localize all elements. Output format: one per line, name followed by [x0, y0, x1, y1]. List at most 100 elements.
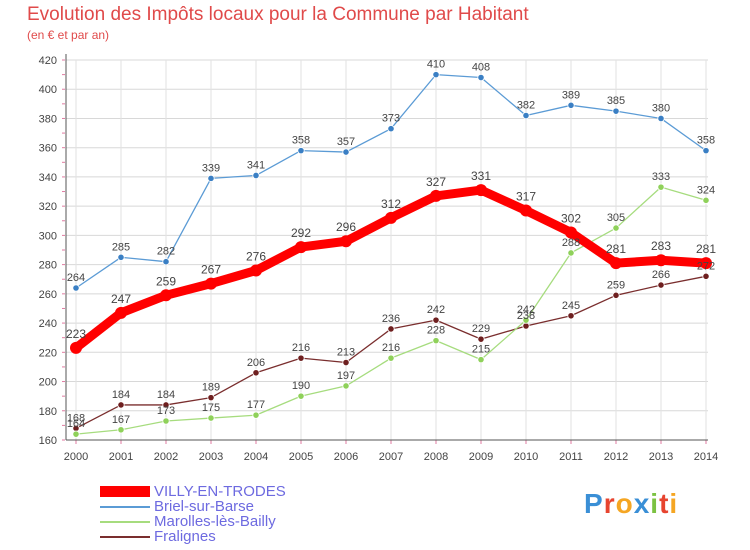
data-label-1: 382: [517, 100, 535, 112]
data-point-2: [522, 316, 530, 324]
data-label-2: 173: [157, 405, 175, 417]
data-label-3: 216: [292, 342, 310, 354]
data-point-3: [567, 312, 575, 320]
data-label-1: 282: [157, 246, 175, 258]
data-point-0: [430, 189, 442, 202]
data-point-2: [342, 382, 350, 390]
data-point-3: [342, 358, 350, 367]
data-point-1: [117, 253, 125, 261]
data-point-2: [387, 354, 395, 362]
data-label-0: 281: [696, 242, 716, 256]
data-point-0: [205, 277, 217, 290]
data-label-3: 189: [202, 382, 220, 394]
legend-item-fralignes: Fralignes: [100, 529, 286, 544]
data-point-0: [655, 254, 667, 267]
data-point-2: [612, 224, 620, 232]
data-label-0: 327: [426, 175, 446, 189]
data-point-1: [207, 174, 215, 182]
data-point-0: [700, 257, 712, 270]
data-point-0: [610, 257, 622, 270]
data-point-3: [612, 291, 620, 299]
data-label-0: 331: [471, 169, 491, 183]
data-label-1: 357: [337, 136, 355, 148]
data-label-0: 292: [291, 226, 311, 240]
data-point-1: [477, 73, 485, 82]
data-point-0: [385, 211, 397, 224]
data-label-3: 229: [472, 323, 490, 335]
x-tick-label: 2008: [424, 451, 448, 463]
data-label-3: 238: [517, 310, 535, 322]
x-tick-label: 2003: [199, 451, 223, 463]
data-label-3: 259: [607, 279, 625, 291]
legend-label: Fralignes: [154, 528, 216, 545]
x-tick-label: 2004: [244, 451, 268, 463]
data-point-0: [475, 184, 487, 197]
x-tick-label: 2012: [604, 451, 628, 463]
data-label-2: 197: [337, 370, 355, 382]
data-point-0: [565, 226, 577, 239]
data-point-0: [295, 241, 307, 254]
data-label-2: 190: [292, 380, 310, 392]
data-point-2: [72, 430, 80, 438]
legend-swatch: [100, 505, 150, 508]
x-tick-label: 2000: [64, 451, 88, 463]
data-label-1: 358: [697, 135, 715, 147]
data-point-2: [117, 426, 125, 434]
y-tick-label: 360: [39, 143, 57, 155]
axis-layer: 160 180 200 220 240 260 280 300 320 340 360 380 400 4…: [39, 54, 718, 463]
y-tick-label: 160: [39, 435, 57, 447]
data-point-2: [702, 196, 710, 204]
y-tick-label: 280: [39, 260, 57, 272]
y-tick-label: 260: [39, 289, 57, 301]
data-label-0: 302: [561, 211, 581, 225]
data-point-3: [702, 272, 710, 280]
x-tick-label: 2002: [154, 451, 178, 463]
data-label-2: 228: [427, 325, 445, 337]
x-tick-label: 2006: [334, 451, 358, 463]
data-label-1: 389: [562, 89, 580, 101]
data-label-2: 164: [67, 418, 85, 430]
data-point-3: [207, 394, 215, 402]
data-label-0: 259: [156, 274, 176, 288]
data-label-3: 266: [652, 269, 670, 281]
data-label-2: 215: [472, 344, 490, 356]
data-point-1: [612, 107, 620, 115]
y-tick-label: 200: [39, 377, 57, 389]
data-point-3: [252, 369, 260, 377]
data-point-3: [432, 316, 440, 324]
data-point-3: [162, 401, 170, 409]
data-label-3: 213: [337, 347, 355, 359]
legend-swatch: [100, 535, 150, 538]
x-tick-label: 2005: [289, 451, 313, 463]
data-point-3: [657, 281, 665, 289]
data-label-3: 184: [157, 389, 175, 401]
data-point-3: [477, 335, 485, 343]
legend-swatch: [100, 520, 150, 523]
legend-item-marolles: Marolles-lès-Bailly: [100, 514, 286, 529]
data-label-3: 236: [382, 313, 400, 325]
data-label-3: 168: [67, 412, 85, 424]
data-point-1: [162, 258, 170, 266]
data-point-3: [297, 354, 305, 362]
series-layer: [70, 71, 712, 438]
data-label-2: 288: [562, 237, 580, 249]
data-point-1: [297, 147, 305, 155]
y-tick-label: 220: [39, 347, 57, 359]
y-tick-label: 420: [39, 55, 57, 67]
y-tick-label: 320: [39, 201, 57, 213]
data-point-0: [250, 264, 262, 277]
data-label-2: 216: [382, 342, 400, 354]
x-tick-label: 2001: [109, 451, 133, 463]
data-label-2: 175: [202, 402, 220, 414]
data-point-3: [117, 401, 125, 409]
chart-subtitle: (en € et par an): [27, 28, 110, 42]
data-label-3: 184: [112, 389, 130, 401]
data-label-0: 283: [651, 239, 671, 253]
data-point-2: [657, 183, 665, 191]
data-point-2: [297, 392, 305, 400]
data-label-3: 206: [247, 357, 265, 369]
data-point-2: [162, 417, 170, 425]
data-point-1: [432, 71, 440, 79]
